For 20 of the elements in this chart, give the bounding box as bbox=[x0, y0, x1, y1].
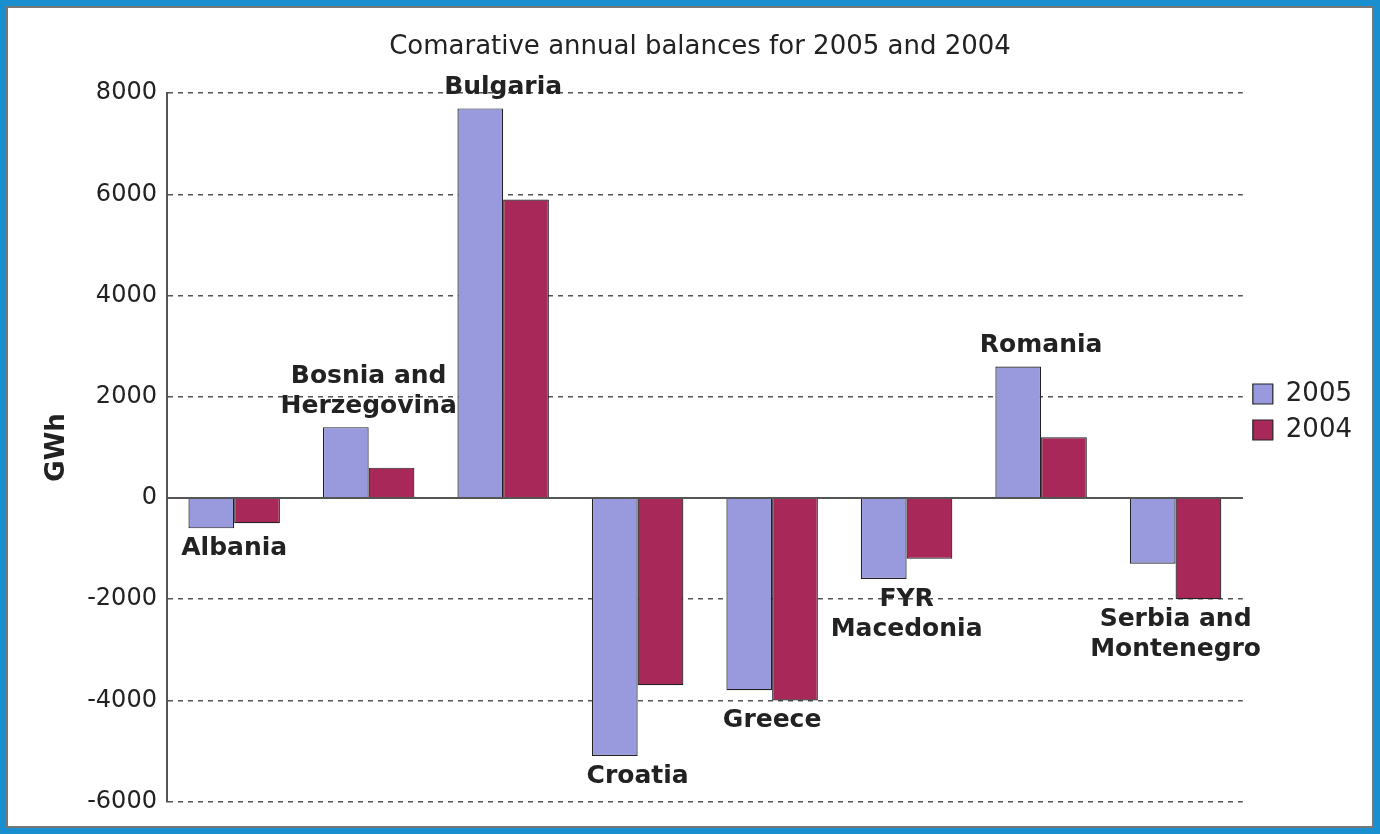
y-tick-label: 8000 bbox=[95, 77, 157, 106]
y-tick-label: 4000 bbox=[95, 279, 157, 308]
x-tick-label: Albania bbox=[181, 532, 288, 562]
legend-label: 2004 bbox=[1285, 412, 1352, 443]
x-tick-label: Serbia and Montenegro bbox=[1090, 603, 1262, 663]
y-tick-label: 2000 bbox=[95, 381, 157, 410]
x-tick-label: FYR Macedonia bbox=[830, 582, 983, 642]
y-tick-label: -4000 bbox=[87, 684, 157, 713]
x-tick-label: Romania bbox=[979, 329, 1103, 359]
y-axis-title: GWh bbox=[40, 413, 71, 482]
y-tick-label: 0 bbox=[141, 482, 157, 511]
chart-title: Comarative annual balances for 2005 and 2004 bbox=[389, 30, 1011, 61]
x-tick-label: Croatia bbox=[586, 760, 689, 790]
x-tick-label: Greece bbox=[722, 704, 822, 734]
y-tick-label: 6000 bbox=[95, 178, 157, 207]
y-tick-label: -2000 bbox=[87, 583, 157, 612]
x-tick-label: Bulgaria bbox=[444, 71, 563, 101]
y-tick-label: -6000 bbox=[87, 785, 157, 814]
legend-label: 2005 bbox=[1285, 376, 1352, 407]
x-tick-label: Bosnia and Herzegovina bbox=[280, 360, 457, 420]
